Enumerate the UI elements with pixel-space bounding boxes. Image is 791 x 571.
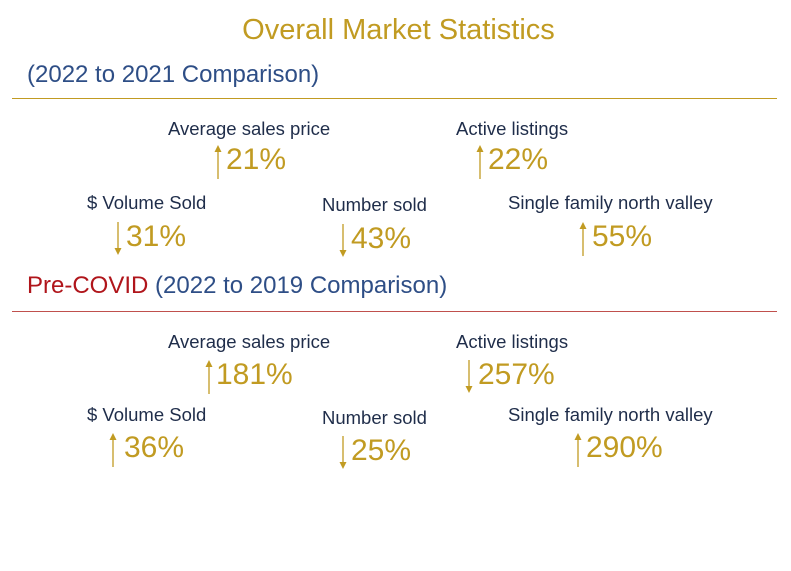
arrow-up-icon <box>476 145 484 179</box>
stat-label: $ Volume Sold <box>87 192 207 213</box>
stat-label: Active listings <box>456 331 569 352</box>
arrow-up-icon <box>109 433 117 467</box>
stat-value: 36% <box>124 431 185 464</box>
stat-label: Number sold <box>322 194 427 215</box>
stat-value: 31% <box>126 220 187 253</box>
stat-value: 21% <box>226 143 287 176</box>
stat-label: $ Volume Sold <box>87 404 207 425</box>
section1-divider <box>12 98 777 99</box>
stat-value: 22% <box>488 143 549 176</box>
arrow-down-icon <box>339 224 347 257</box>
arrow-down-icon <box>465 360 473 393</box>
arrow-down-icon <box>339 436 347 469</box>
stat-label: Number sold <box>322 407 427 428</box>
section2-heading-text: (2022 to 2019 Comparison) <box>155 272 448 299</box>
stat-label: Single family north valley <box>508 192 713 213</box>
arrow-up-icon <box>574 433 582 467</box>
stat-label: Average sales price <box>168 118 331 139</box>
stat-label: Average sales price <box>168 331 331 352</box>
arrow-down-icon <box>114 222 122 255</box>
stat-value: 181% <box>216 358 293 391</box>
arrow-up-icon <box>205 360 213 394</box>
slide-title: Overall Market Statistics <box>242 14 555 46</box>
section1-heading: (2022 to 2021 Comparison) <box>27 61 320 88</box>
arrow-up-icon <box>214 145 222 179</box>
arrow-up-icon <box>579 222 587 256</box>
pre-covid-label: Pre-COVID <box>27 272 149 299</box>
stat-value: 55% <box>592 220 653 253</box>
stat-value: 257% <box>478 358 555 391</box>
section2-divider <box>12 311 777 312</box>
section2-heading: Pre-COVID (2022 to 2019 Comparison) <box>27 272 447 300</box>
stat-label: Single family north valley <box>508 404 713 425</box>
stat-value: 43% <box>351 222 412 255</box>
stat-value: 290% <box>586 431 663 464</box>
stat-label: Active listings <box>456 118 569 139</box>
stat-value: 25% <box>351 434 412 467</box>
